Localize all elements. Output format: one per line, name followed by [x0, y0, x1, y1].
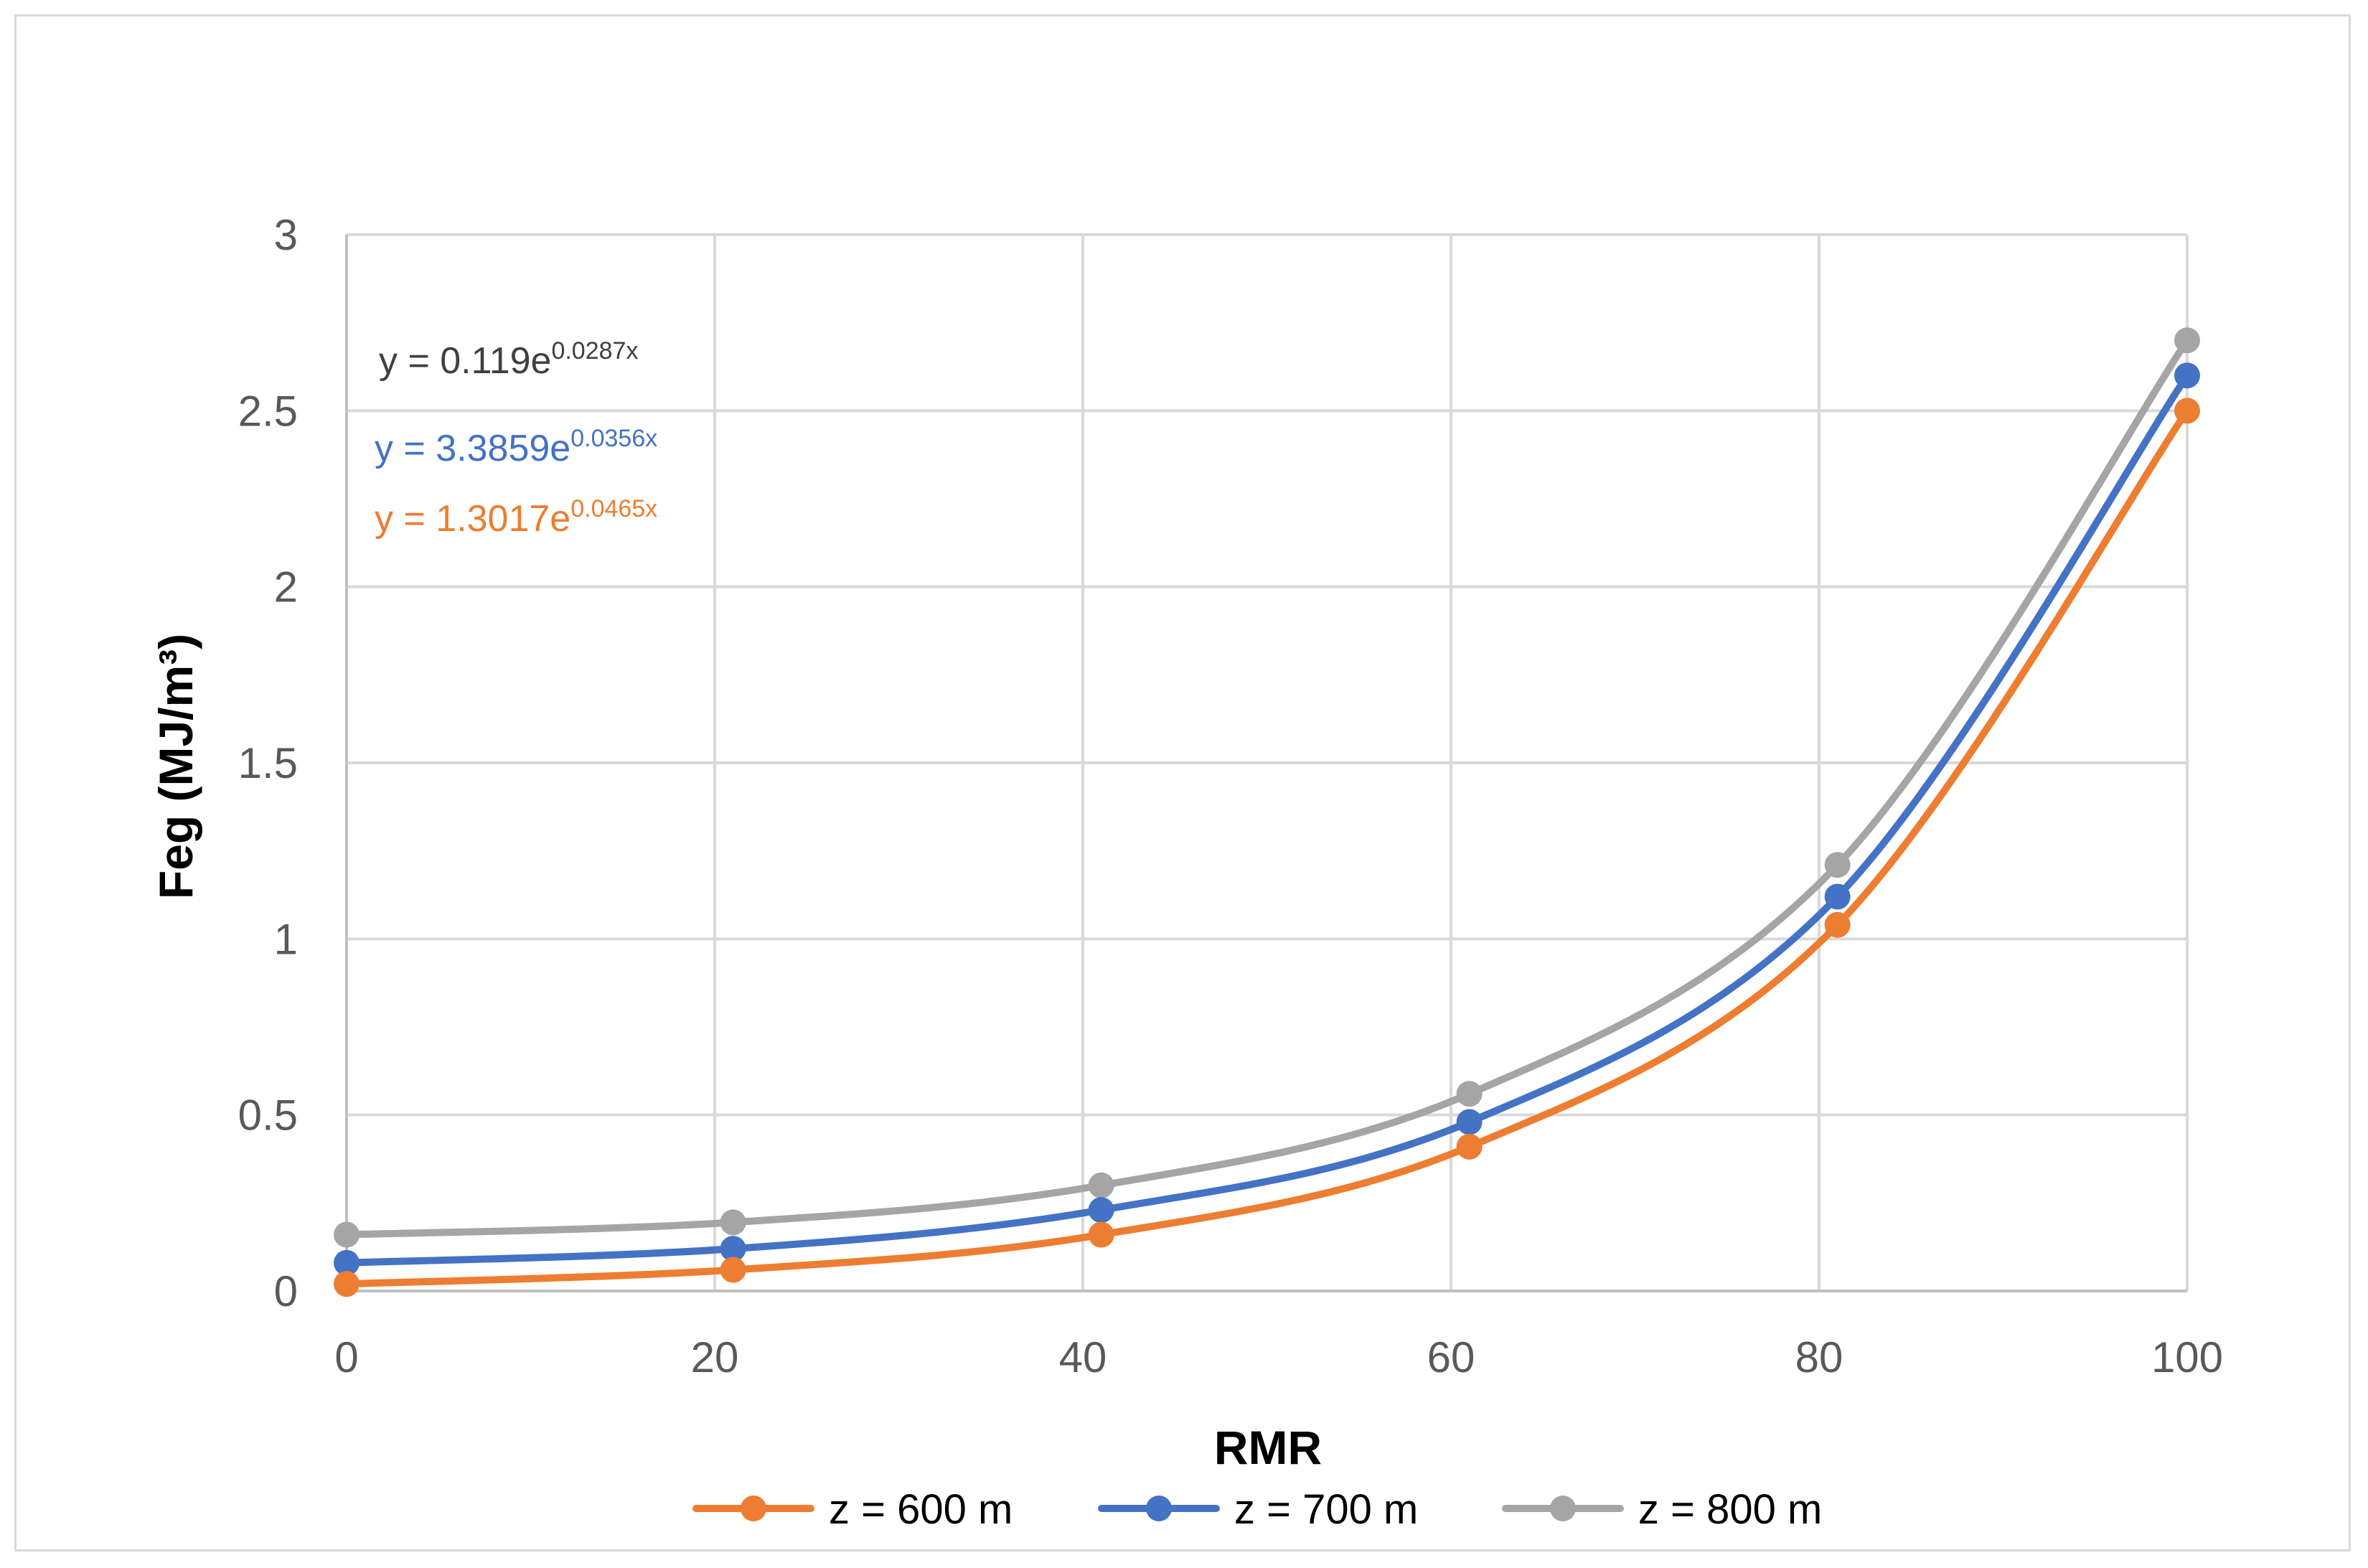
data-point — [1088, 1172, 1114, 1198]
y-tick-label: 0.5 — [238, 1092, 298, 1140]
data-point — [1088, 1197, 1114, 1224]
data-point — [1456, 1109, 1483, 1135]
legend-marker — [741, 1496, 766, 1521]
data-point — [720, 1209, 746, 1236]
series-line — [343, 372, 2191, 1267]
y-axis-title: Feg (MJ/m³) — [149, 634, 202, 899]
x-tick-label: 60 — [1427, 1333, 1475, 1381]
x-tick-label: 20 — [691, 1333, 739, 1381]
data-point — [720, 1236, 746, 1262]
trendline-equation: y = 3.3859e0.0356x — [375, 425, 657, 469]
data-point — [334, 1271, 360, 1297]
y-tick-label: 2.5 — [238, 387, 298, 435]
x-tick-label: 100 — [2151, 1333, 2223, 1381]
data-point — [2174, 327, 2200, 354]
chart-frame — [14, 14, 2351, 1551]
y-tick-label: 1.5 — [238, 739, 298, 787]
data-point — [2174, 362, 2200, 389]
legend-marker — [1550, 1496, 1576, 1521]
x-axis-title: RMR — [1214, 1421, 1322, 1474]
series-line — [343, 407, 2191, 1288]
data-point — [334, 1249, 360, 1276]
data-point — [2174, 398, 2200, 424]
data-point — [720, 1257, 746, 1283]
legend-label: z = 700 m — [1234, 1486, 1418, 1533]
data-point — [1824, 883, 1851, 910]
series-markers — [334, 327, 2200, 1297]
legend-marker — [1146, 1496, 1172, 1521]
axes: 0 0.5 1 1.5 2 2.5 3 0 20 40 60 80 100 — [238, 211, 2223, 1381]
legend-label: z = 800 m — [1638, 1486, 1822, 1533]
x-tick-label: 80 — [1795, 1333, 1843, 1381]
y-tick-label: 2 — [274, 563, 298, 611]
series-line — [343, 337, 2191, 1239]
y-tick-label: 3 — [274, 211, 298, 259]
x-tick-label: 0 — [334, 1333, 358, 1381]
trendline-equation: y = 0.119e0.0287x — [379, 337, 638, 382]
data-point — [1824, 911, 1851, 938]
legend: z = 600 m z = 700 m z = 800 m — [692, 1486, 1822, 1533]
gridlines — [345, 233, 2189, 1292]
trendline-equation: y = 1.3017e0.0465x — [375, 495, 657, 540]
data-point — [334, 1221, 360, 1248]
data-point — [1456, 1081, 1483, 1107]
x-tick-label: 40 — [1059, 1333, 1107, 1381]
data-point — [1824, 852, 1851, 878]
y-tick-label: 1 — [274, 915, 298, 963]
legend-label: z = 600 m — [829, 1486, 1012, 1533]
series-lines — [343, 337, 2191, 1288]
data-point — [1088, 1221, 1114, 1248]
trendline-equations: y = 0.119e0.0287x y = 3.3859e0.0356x y = 1… — [375, 337, 657, 540]
data-point — [1456, 1133, 1483, 1160]
y-tick-label: 0 — [274, 1267, 298, 1315]
